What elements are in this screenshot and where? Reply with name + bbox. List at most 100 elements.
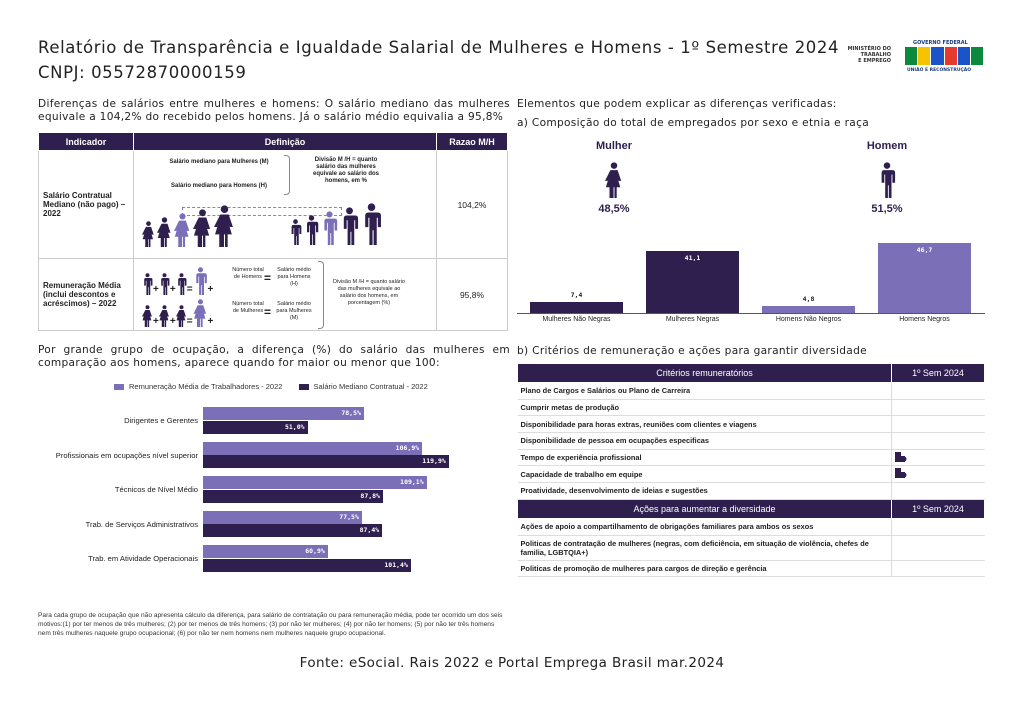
section-header: Ações para aumentar a diversidade bbox=[517, 498, 892, 519]
bar-value: 101,4% bbox=[384, 560, 408, 569]
bar bbox=[878, 242, 971, 313]
bar-value: 46,7 bbox=[916, 245, 933, 254]
checkmark-icon bbox=[895, 451, 907, 462]
bar-value: 77,5% bbox=[339, 512, 359, 521]
criteria-mark bbox=[891, 399, 985, 417]
criteria-mark bbox=[891, 415, 985, 434]
logo-brasil bbox=[905, 47, 984, 65]
bar-value: 87,4% bbox=[359, 526, 380, 535]
bar bbox=[762, 305, 855, 313]
bar: 60,9% bbox=[203, 545, 328, 559]
action-label: Ações de apoio a compartilhamento de obr… bbox=[517, 518, 892, 536]
total-men: Número total de Homens bbox=[232, 267, 264, 280]
bar bbox=[530, 301, 623, 313]
category-label: Técnicos de Nível Médio bbox=[114, 485, 198, 495]
footnote: Para cada grupo de ocupação que não apre… bbox=[38, 612, 503, 637]
action-row: Politicas de contratação de mulheres (ne… bbox=[517, 535, 985, 561]
action-row: Ações de apoio a compartilhamento de obr… bbox=[517, 518, 985, 536]
legend-item: Salário Mediano Contratual - 2022 bbox=[298, 382, 428, 391]
criteria-row: Plano de Cargos e Salários ou Plano de C… bbox=[517, 382, 985, 400]
criteria-row: Capacidade de trabalho em equipe bbox=[517, 465, 985, 484]
mulher-label: Mulher bbox=[595, 140, 633, 152]
page-title: Relatório de Transparência e Igualdade S… bbox=[38, 38, 840, 57]
indicator-name: Remuneração Média (inclui descontos e ac… bbox=[38, 258, 134, 331]
category-label: Homens Negros bbox=[899, 316, 950, 323]
bar-value: 119,9% bbox=[422, 457, 446, 466]
bar bbox=[646, 251, 739, 313]
bar: 77,5% bbox=[203, 510, 362, 524]
indicator-table: Indicador Definição Razao M/H Salário Co… bbox=[38, 132, 508, 331]
bar: 78,5% bbox=[203, 407, 364, 420]
checkmark-icon bbox=[895, 468, 907, 479]
criteria-label: Disponibilidade para horas extras, reuni… bbox=[517, 415, 892, 434]
logo-ministry-line: MINISTÉRIO DO bbox=[847, 46, 891, 52]
ratio-value: 95,8% bbox=[436, 258, 508, 331]
x-axis bbox=[517, 313, 985, 314]
bar-value: 4,8 bbox=[802, 294, 815, 303]
div-explanation: Divisão M /H = quanto salário das mulher… bbox=[312, 157, 380, 184]
cnpj: CNPJ: 05572870000159 bbox=[38, 63, 247, 82]
bar: 106,9% bbox=[203, 441, 423, 455]
action-label: Politicas de promoção de mulheres para c… bbox=[517, 560, 892, 578]
criteria-label: Disponibilidade de pessoa em ocupações e… bbox=[517, 432, 892, 450]
criteria-label: Tempo de experiência profissional bbox=[517, 449, 892, 467]
logo: MINISTÉRIO DO TRABALHO E EMPREGO GOVERNO… bbox=[835, 40, 985, 76]
criteria-row: Tempo de experiência profissional bbox=[517, 449, 985, 467]
action-label: Politicas de contratação de mulheres (ne… bbox=[517, 535, 892, 561]
criteria-mark bbox=[891, 465, 985, 484]
chart-legend: Remuneração Média de Trabalhadores - 202… bbox=[114, 382, 428, 391]
homem-pct: 51,5% bbox=[871, 203, 903, 215]
div-explanation: Divisão M /H = quanto salário das mulher… bbox=[333, 279, 405, 306]
criteria-mark bbox=[891, 482, 985, 500]
mulher-block: Mulher 48,5% bbox=[574, 140, 654, 215]
woman-icon bbox=[605, 162, 623, 198]
definition-cell: + + = + + + = + Número total de Homens = Salár… bbox=[133, 258, 437, 331]
action-mark bbox=[891, 560, 985, 578]
homem-label: Homem bbox=[866, 140, 908, 152]
category-label: Profissionais em ocupações nível superio… bbox=[55, 450, 198, 460]
bar-value: 60,9% bbox=[305, 547, 325, 556]
right-heading: Elementos que podem explicar as diferenç… bbox=[517, 98, 837, 110]
total-women: Número total de Mulheres bbox=[232, 301, 264, 314]
def-m: Salário mediano para Mulheres (M) bbox=[169, 159, 269, 165]
definition-cell: Salário mediano para Mulheres (M) Salári… bbox=[133, 150, 437, 259]
ethnicity-bar-chart: 7,4 Mulheres Não Negras 41,1 Mulheres Negra… bbox=[0, 0, 985, 323]
section-a-title: a) Composição do total de empregados por… bbox=[517, 117, 870, 129]
criteria-mark bbox=[891, 432, 985, 450]
bar-value: 87,8% bbox=[360, 491, 380, 500]
bar-value: 78,5% bbox=[341, 409, 361, 417]
bracket bbox=[318, 261, 324, 329]
criteria-mark bbox=[891, 449, 985, 467]
category-label: Homens Não Negros bbox=[775, 316, 842, 323]
period-header: 1º Sem 2024 bbox=[891, 363, 985, 383]
action-row: Politicas de promoção de mulheres para c… bbox=[517, 560, 985, 578]
category-label: Trab. em Atividade Operacionais bbox=[88, 554, 198, 564]
bar: 101,4% bbox=[203, 558, 411, 572]
bar-value: 7,4 bbox=[570, 290, 583, 299]
logo-gov: GOVERNO FEDERAL bbox=[913, 40, 968, 46]
bar-value: 109,1% bbox=[400, 478, 424, 487]
homem-block: Homem 51,5% bbox=[847, 140, 927, 215]
ratio-value: 104,2% bbox=[436, 150, 508, 259]
man-icon bbox=[878, 162, 896, 198]
logo-ministry-line: TRABALHO bbox=[860, 52, 891, 58]
bar: 87,8% bbox=[203, 489, 383, 503]
bar: 119,9% bbox=[203, 455, 449, 469]
criteria-label: Capacidade de trabalho em equipe bbox=[517, 465, 892, 484]
avg-women: Salário médio para Mulheres (M) bbox=[276, 301, 312, 321]
avg-men: Salário médio para Homens (H) bbox=[277, 267, 311, 287]
def-h: Salário mediano para Homens (H) bbox=[170, 183, 268, 189]
category-label: Mulheres Não Negras bbox=[542, 316, 611, 323]
criteria-label: Cumprir metas de produção bbox=[517, 399, 892, 417]
section-b-title: b) Critérios de remuneração e ações para… bbox=[517, 345, 867, 357]
source: Fonte: eSocial. Rais 2022 e Portal Empre… bbox=[299, 655, 725, 671]
salary-intro: Diferenças de salários entre mulheres e … bbox=[38, 98, 510, 123]
period-header: 1º Sem 2024 bbox=[891, 498, 985, 519]
action-mark bbox=[891, 535, 985, 561]
women-sum: + + = + bbox=[142, 299, 213, 327]
criteria-label: Plano de Cargos e Salários ou Plano de C… bbox=[517, 382, 892, 400]
bar: 109,1% bbox=[203, 476, 427, 490]
men-sum: + + = + bbox=[142, 267, 213, 295]
category-label: Mulheres Negras bbox=[665, 316, 720, 323]
criteria-row: Disponibilidade para horas extras, reuni… bbox=[517, 415, 985, 434]
